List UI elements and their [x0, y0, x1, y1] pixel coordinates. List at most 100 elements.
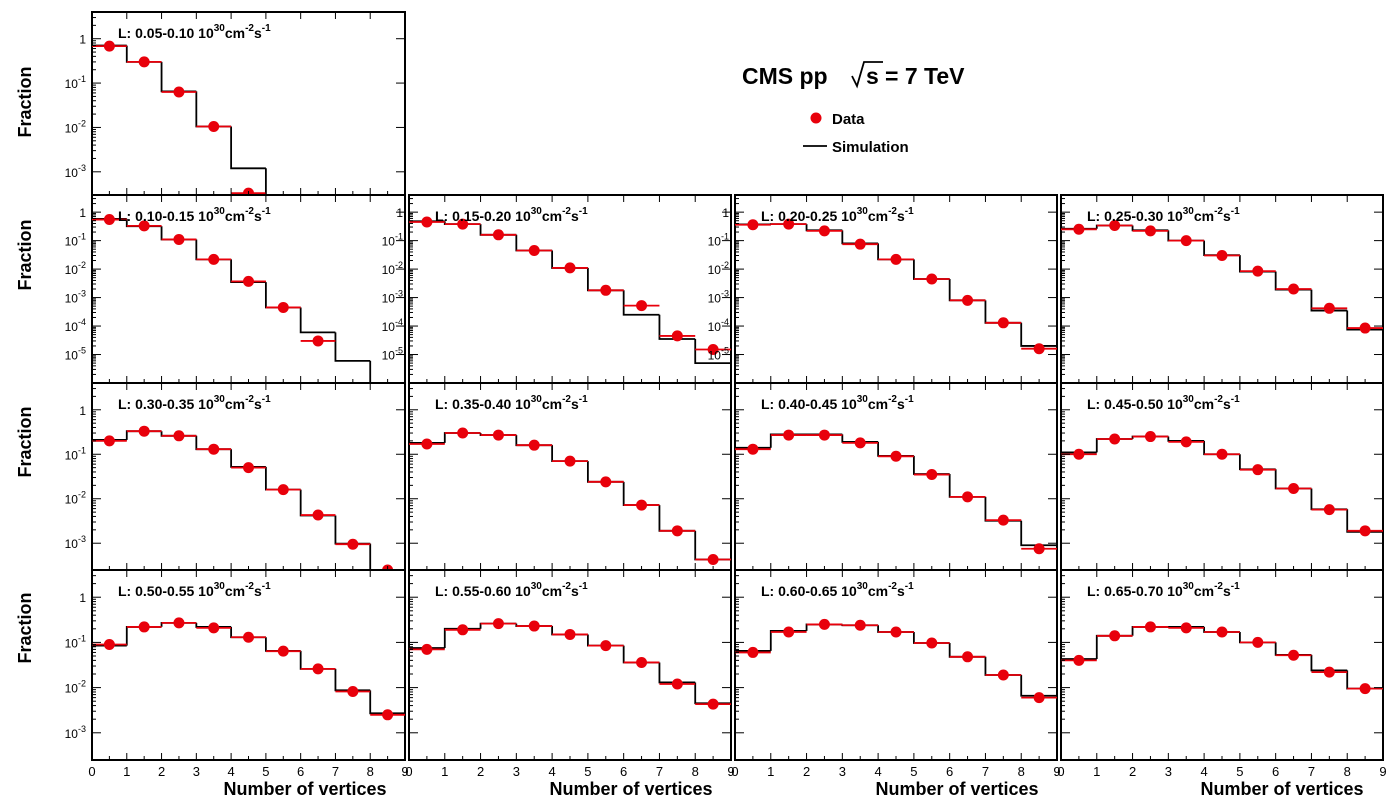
x-tick-label: 7	[1308, 764, 1315, 779]
data-point	[1323, 302, 1335, 314]
lumi-label: L: 0.20-0.25 1030cm-2s-1	[761, 206, 914, 224]
lumi-label: L: 0.50-0.55 1030cm-2s-1	[118, 581, 271, 599]
data-point	[1216, 448, 1228, 460]
xlabel-col-1: Number of vertices	[223, 779, 386, 798]
data-point	[1180, 436, 1192, 448]
simulation-histogram	[1061, 626, 1383, 760]
data-point	[1216, 250, 1228, 262]
y-tick-label: 10-4	[708, 317, 729, 334]
x-tick-label: 3	[513, 764, 520, 779]
y-tick-label: 1	[79, 591, 86, 605]
simulation-histogram	[92, 44, 267, 195]
data-point	[1288, 482, 1300, 494]
data-point	[1073, 654, 1085, 666]
data-point	[1033, 543, 1045, 555]
data-point	[208, 622, 220, 634]
data-point	[1180, 622, 1192, 634]
data-point	[103, 214, 115, 226]
panel-0.40-0.45: L: 0.40-0.45 1030cm-2s-1	[734, 382, 1058, 571]
x-tick-label: 2	[1129, 764, 1136, 779]
data-point	[1323, 504, 1335, 516]
plot-area	[735, 218, 1057, 383]
x-tick-label: 7	[332, 764, 339, 779]
data-point	[173, 617, 185, 629]
x-tick-label: 3	[839, 764, 846, 779]
x-tick-label: 8	[367, 764, 374, 779]
x-tick-label: 0	[1057, 764, 1064, 779]
title-block: CMS pp s = 7 TeV	[742, 61, 965, 89]
data-point	[492, 229, 504, 241]
data-point	[600, 476, 612, 488]
data-point	[277, 301, 289, 313]
data-point	[1144, 431, 1156, 443]
data-point	[1252, 265, 1264, 277]
data-point	[890, 626, 902, 638]
x-tick-label: 5	[1236, 764, 1243, 779]
data-point	[890, 253, 902, 265]
panel-0.05-0.10: 1 10-1 10-2 10-3 L: 0.05-0.10 1030cm-2s-1	[65, 11, 406, 196]
plot-area	[92, 40, 267, 195]
data-point	[528, 244, 540, 256]
data-point	[997, 514, 1009, 526]
data-point	[103, 638, 115, 650]
data-point	[347, 538, 359, 550]
panel-0.25-0.30: L: 0.25-0.30 1030cm-2s-1	[1060, 194, 1384, 384]
panel-0.10-0.15: 1 10-1 10-2 10-3 10-4 10-5 L: 0.10-0.15 1030cm…	[65, 194, 406, 384]
data-point	[243, 275, 254, 287]
x-tick-label: 3	[193, 764, 200, 779]
data-point	[138, 621, 150, 633]
data-point	[890, 450, 902, 462]
title-main: CMS pp	[742, 63, 828, 89]
title-sqrt: s	[866, 63, 879, 89]
data-point	[997, 317, 1009, 329]
plot-area	[1061, 219, 1383, 383]
data-point	[671, 525, 683, 537]
x-tick-label: 9	[401, 764, 408, 779]
data-point	[854, 619, 866, 631]
data-point	[1144, 621, 1156, 633]
y-tick-label: 1	[396, 206, 403, 220]
data-point	[312, 335, 324, 347]
plot-area	[92, 214, 372, 383]
data-point	[208, 443, 220, 455]
data-point	[1323, 666, 1335, 678]
x-tick-label: 5	[262, 764, 269, 779]
lumi-label: L: 0.30-0.35 1030cm-2s-1	[118, 394, 271, 412]
simulation-histogram	[92, 430, 372, 570]
data-point	[707, 554, 719, 566]
panel-0.50-0.55: 1 10-1 10-2 10-3 0 1 2 3 4 5 6 7 8 9 L: 0.50-0.55 1030…	[65, 569, 409, 779]
ylabel-row-3: Fraction	[15, 406, 35, 477]
data-point	[173, 430, 185, 442]
x-tick-label: 1	[441, 764, 448, 779]
x-tick-label: 6	[1272, 764, 1279, 779]
xlabel-col-2: Number of vertices	[549, 779, 712, 798]
panel-0.15-0.20: 1 10-1 10-2 10-3 10-4 10-5 L: 0.15-0.20 1030cm…	[382, 194, 732, 384]
y-tick-label: 10-5	[65, 346, 86, 363]
y-tick-label: 10-2	[65, 490, 86, 507]
lumi-label: L: 0.25-0.30 1030cm-2s-1	[1087, 206, 1240, 224]
data-point	[457, 427, 469, 439]
lumi-label: L: 0.10-0.15 1030cm-2s-1	[118, 206, 271, 224]
y-tick-label: 10-3	[65, 534, 86, 551]
plot-area	[92, 617, 405, 760]
panel-0.30-0.35: 1 10-1 10-2 10-3 L: 0.30-0.35 1030cm-2s-1	[65, 382, 406, 571]
data-point	[1288, 649, 1300, 661]
y-tick-label: 10-3	[65, 163, 86, 180]
x-tick-label: 2	[477, 764, 484, 779]
x-tick-label: 9	[727, 764, 734, 779]
data-point	[1359, 525, 1371, 537]
data-point	[138, 425, 150, 437]
data-point	[818, 429, 830, 441]
data-point	[636, 499, 648, 511]
xlabel-col-4: Number of vertices	[1200, 779, 1363, 798]
panel-0.65-0.70: 0 1 2 3 4 5 6 7 8 9 L: 0.65-0.70 1030cm-2s-1	[1057, 569, 1387, 779]
data-point	[783, 626, 795, 638]
y-tick-label: 10-1	[382, 232, 403, 249]
data-point	[173, 233, 185, 245]
data-point	[1033, 343, 1045, 355]
panels: 110-110-210-3L: 0.05-0.10 1030cm-2s-1110…	[65, 11, 1387, 779]
y-tick-label: 1	[79, 206, 86, 220]
y-tick-label: 10-1	[65, 232, 86, 249]
plot-area	[92, 425, 405, 570]
